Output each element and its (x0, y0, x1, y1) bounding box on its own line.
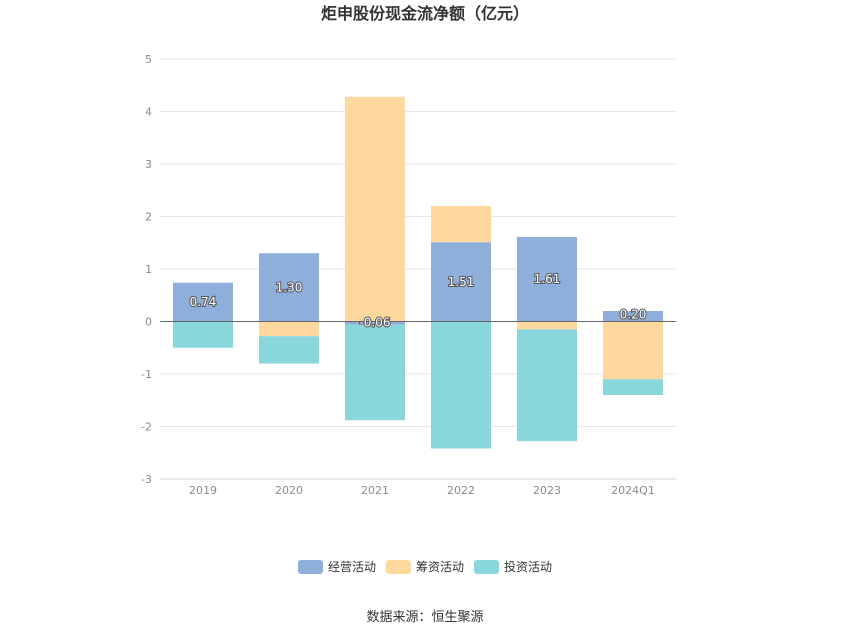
bar-segment[interactable] (345, 321, 405, 325)
source-note: 数据来源：恒生聚源 (366, 610, 483, 625)
x-tick-label: 2024Q1 (611, 484, 655, 497)
bar-segment[interactable] (603, 321, 663, 380)
bar-segment[interactable] (259, 321, 319, 337)
bar-segment[interactable] (259, 253, 319, 322)
legend-label[interactable]: 经营活动 (328, 560, 376, 574)
bar-segment[interactable] (603, 311, 663, 322)
x-tick-label: 2022 (447, 484, 475, 497)
bar-segment[interactable] (173, 282, 233, 322)
chart-title: 炬申股份现金流净额（亿元） (321, 4, 529, 23)
grid (160, 58, 676, 480)
y-tick-label: 0 (145, 316, 152, 329)
bars (173, 96, 663, 449)
bar-segment[interactable] (603, 379, 663, 395)
bar-segment[interactable] (259, 336, 319, 364)
data-label: 1.61 (534, 272, 561, 286)
bar-segment[interactable] (517, 329, 577, 442)
bar-segment[interactable] (431, 206, 491, 243)
y-tick-label: 4 (145, 106, 152, 119)
legend: 经营活动 筹资活动 投资活动 (298, 559, 552, 574)
y-tick-label: -2 (141, 421, 152, 434)
x-tick-label: 2023 (533, 484, 561, 497)
y-tick-label: 5 (145, 53, 152, 66)
data-labels: 0.74 1.30 -0.06 1.51 1.61 0.20 (189, 271, 648, 330)
axes: 5 4 3 2 1 0 -1 -2 -3 2019 2020 2021 2022 2023 2024Q1 (141, 53, 676, 497)
bar-segment[interactable] (517, 321, 577, 330)
legend-label[interactable]: 投资活动 (504, 559, 552, 574)
bar-segment[interactable] (173, 321, 233, 348)
y-tick-label: 3 (145, 158, 152, 171)
data-label: 0.20 (620, 308, 647, 322)
data-label: -0.06 (359, 316, 390, 330)
x-tick-label: 2021 (361, 484, 389, 497)
legend-swatch[interactable] (474, 560, 499, 574)
bar-segment[interactable] (431, 321, 491, 449)
bar-segment[interactable] (345, 96, 405, 322)
data-label: 0.74 (190, 295, 217, 309)
bar-segment[interactable] (345, 324, 405, 421)
x-tick-label: 2019 (189, 484, 217, 497)
bar-segment[interactable] (431, 242, 491, 322)
legend-label[interactable]: 筹资活动 (416, 560, 464, 574)
y-tick-label: 2 (145, 211, 152, 224)
data-label: 1.30 (276, 280, 303, 294)
data-label: 1.51 (448, 275, 475, 289)
legend-swatch[interactable] (298, 560, 323, 574)
bar-segment[interactable] (517, 236, 577, 322)
x-tick-label: 2020 (275, 484, 303, 497)
legend-swatch[interactable] (386, 560, 411, 574)
y-tick-label: -1 (141, 368, 152, 381)
y-tick-label: -3 (141, 473, 152, 486)
y-tick-label: 1 (145, 263, 152, 276)
